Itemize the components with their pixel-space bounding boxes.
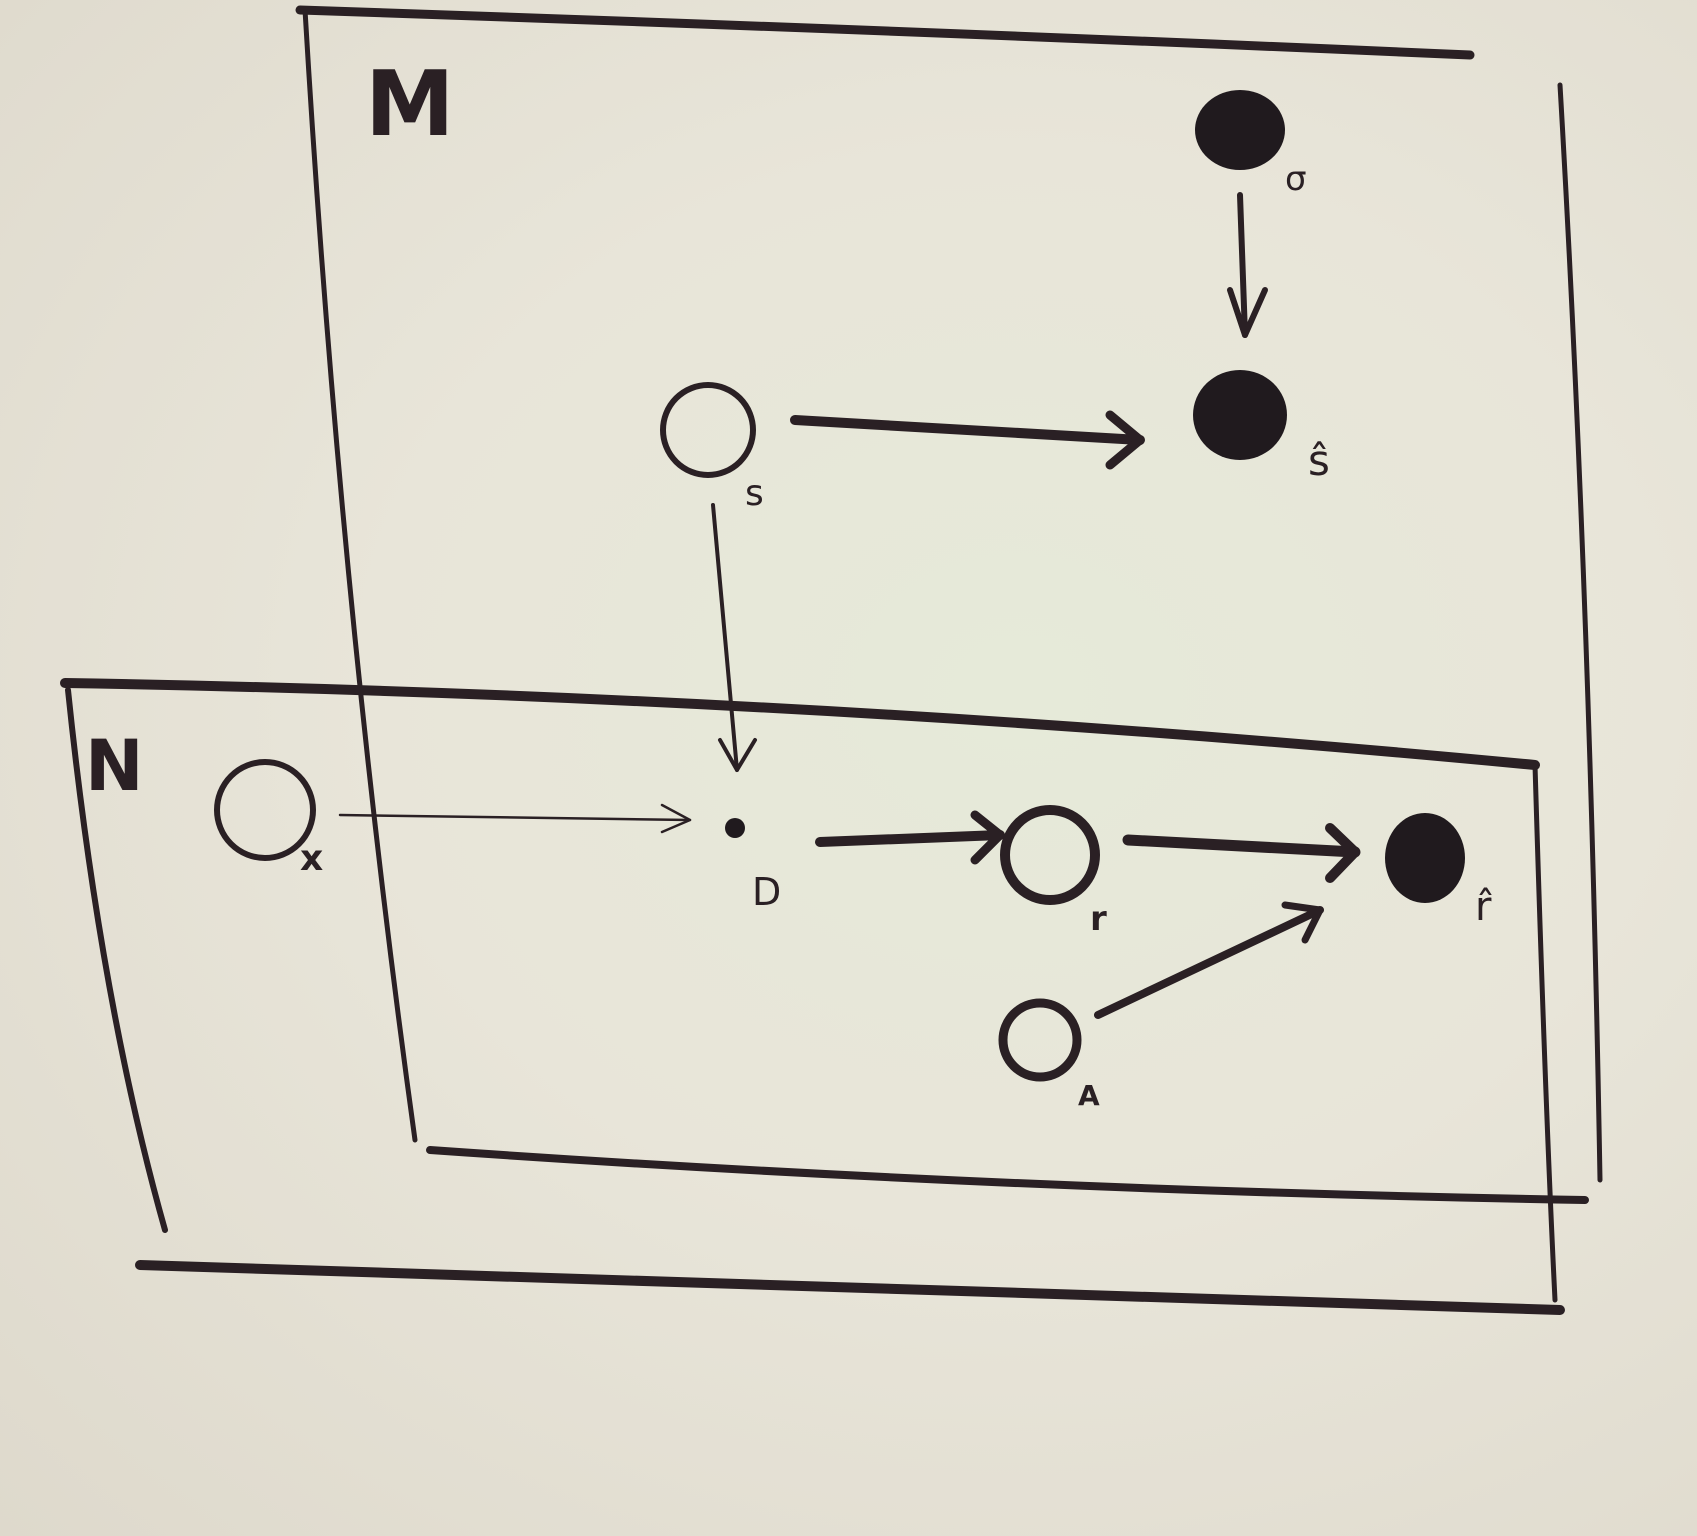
node-s-hat: ŝ [1193, 370, 1330, 485]
latent-node-s [660, 382, 756, 478]
node-r-label: r [1090, 899, 1107, 939]
observed-node-sigma [1195, 90, 1285, 170]
node-x-label: x [300, 838, 323, 879]
plate-m: M [295, 5, 1603, 1204]
node-x: x [214, 759, 323, 879]
observed-node-s-hat [1193, 370, 1287, 460]
node-s-hat-label: ŝ [1308, 436, 1330, 485]
node-a: A [998, 998, 1100, 1112]
edge-d-to-r [815, 810, 1005, 865]
plate-n: N [60, 678, 1565, 1315]
node-a-label: A [1078, 1079, 1100, 1112]
edge-a-to-r-hat [1094, 901, 1324, 1019]
node-r-hat-label: r̂ [1475, 884, 1492, 930]
edge-r-to-r-hat [1122, 823, 1361, 883]
node-s-label: s [745, 473, 764, 514]
node-sigma: σ [1195, 90, 1307, 199]
edge-s-to-d [711, 503, 757, 772]
node-s: s [660, 382, 764, 514]
edge-sigma-to-s-hat [1227, 192, 1268, 338]
latent-node-a [998, 998, 1082, 1082]
node-d: D [725, 818, 781, 914]
observed-node-r-hat [1385, 813, 1465, 903]
node-r: r [1000, 805, 1107, 939]
plate-n-label: N [85, 725, 144, 807]
plate-m-label: M [365, 52, 455, 157]
latent-node-x [214, 759, 316, 861]
latent-node-r [1000, 805, 1100, 905]
deterministic-node-d [725, 818, 745, 838]
node-sigma-label: σ [1285, 159, 1307, 199]
edge-x-to-d [338, 803, 692, 834]
edge-s-to-s-hat [790, 410, 1145, 470]
node-r-hat: r̂ [1385, 813, 1492, 930]
node-d-label: D [752, 870, 781, 914]
